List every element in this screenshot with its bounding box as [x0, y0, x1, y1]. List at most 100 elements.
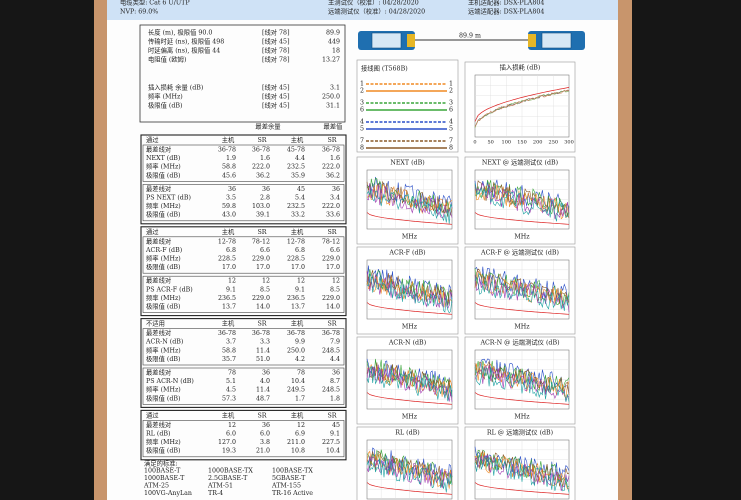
pin-left: 8	[360, 145, 364, 152]
x-axis-label: MHz	[402, 324, 418, 331]
table-cell: 222.0	[322, 164, 340, 171]
table-cell: 229.0	[322, 256, 340, 263]
pin-right: 5	[449, 126, 453, 133]
table-cell: 频率 (MHz)	[146, 385, 181, 394]
table-cell: 36-78	[252, 147, 270, 154]
table-cell: 45.6	[222, 172, 236, 179]
table-cell: 229.0	[252, 295, 270, 302]
table-cell: ACR-F (dB)	[145, 247, 182, 254]
table-cell: 14.0	[256, 304, 270, 311]
table-cell: 36	[262, 370, 270, 377]
table-cell: 9.1	[330, 431, 340, 438]
table-cell: 8.5	[330, 286, 340, 293]
x-tick-label: 150	[517, 140, 527, 146]
table-cell: 4.2	[295, 356, 305, 363]
trace	[474, 183, 570, 222]
table-cell: 12	[297, 422, 305, 429]
summary-pair: [线对 45]	[262, 101, 290, 110]
standard: 100BASE-TX	[272, 468, 313, 475]
wiremap-box	[356, 59, 459, 153]
trace	[366, 450, 453, 488]
x-axis-label: MHz	[514, 324, 530, 331]
table-cell: 17.0	[326, 264, 340, 271]
standard: ATM-51	[207, 483, 233, 490]
trace	[366, 449, 453, 485]
table-cell: 频率 (MHz)	[146, 345, 181, 354]
table-cell: 222.0	[322, 203, 340, 210]
table-header: SR	[257, 137, 266, 144]
trace	[366, 358, 453, 396]
table-cell: 1.6	[260, 155, 270, 162]
limit-line	[366, 212, 453, 225]
table-cell: 3.8	[260, 439, 270, 446]
table-header: 主机	[291, 135, 304, 144]
table-cell: 228.5	[287, 256, 305, 263]
trace	[366, 189, 453, 224]
chart-title: RL @ 远端测试仪 (dB)	[487, 428, 553, 437]
header-field: 主测试仪（校准）: 04/28/2020	[328, 0, 419, 7]
standard: 1000BASE-T	[144, 475, 185, 482]
trace	[474, 182, 570, 219]
margin-header: 最差余量	[255, 122, 281, 131]
table-cell: 最差线对	[146, 184, 172, 193]
table-group	[142, 184, 345, 222]
table-cell: 78-12	[322, 238, 340, 245]
trace	[366, 184, 453, 214]
table-cell: 9.1	[226, 286, 236, 293]
table-cell: 4.0	[260, 378, 270, 385]
table-cell: 8.7	[330, 378, 340, 385]
trace	[366, 270, 453, 308]
x-tick-label: 200	[533, 140, 543, 146]
summary-label: 极限值 (dB)	[148, 101, 182, 110]
trace	[366, 366, 453, 402]
table-cell: ACR-N (dB)	[145, 339, 183, 346]
limit-line	[474, 482, 570, 495]
table-cell: 最差线对	[146, 420, 172, 429]
pin-right: 2	[449, 88, 453, 95]
limit-line	[474, 87, 570, 122]
table-cell: 229.0	[252, 256, 270, 263]
trace	[474, 89, 570, 127]
chart-title: RL (dB)	[395, 430, 420, 437]
table-cell: 58.8	[222, 164, 236, 171]
standards-title: 满足的标准:	[144, 459, 178, 468]
trace	[474, 274, 570, 313]
x-tick-label: 250	[549, 140, 559, 146]
table-cell: 103.0	[252, 203, 270, 210]
table-cell: 频率 (MHz)	[146, 162, 181, 171]
table-cell: 48.7	[256, 395, 270, 402]
table-cell: 36-78	[322, 330, 340, 337]
table-cell: 36-78	[218, 330, 236, 337]
table-box	[140, 134, 347, 225]
table-cell: 6.6	[330, 247, 340, 254]
chart-title: ACR-F @ 远端测试仪 (dB)	[480, 248, 559, 257]
table-cell: 极限值 (dB)	[146, 393, 180, 402]
table-cell: 3.7	[226, 339, 236, 346]
trace	[474, 454, 570, 491]
tester-body	[541, 32, 572, 49]
table-box	[140, 409, 347, 461]
pin-right: 1	[449, 81, 453, 88]
table-header: 主机	[291, 410, 304, 419]
trace	[474, 363, 570, 399]
table-cell: 248.5	[322, 347, 340, 354]
tester-tip	[407, 34, 415, 47]
standard: 100BASE-T	[144, 468, 181, 475]
x-axis-label: MHz	[514, 234, 530, 241]
summary-pair: [线对 45]	[262, 37, 290, 46]
table-box	[140, 318, 347, 408]
table-cell: 232.5	[287, 203, 305, 210]
table-cell: 最差线对	[146, 276, 172, 285]
table-header: SR	[327, 321, 336, 328]
pin-right: 7	[449, 138, 453, 145]
trace	[474, 454, 570, 493]
table-cell: 248.5	[322, 387, 340, 394]
table-cell: 36	[262, 186, 270, 193]
table-cell: 4.5	[226, 387, 236, 394]
summary-label: 传输时延 (ns), 极限值 498	[148, 37, 224, 46]
table-cell: 250.0	[287, 347, 305, 354]
summary-pair: [线对 45]	[262, 92, 290, 101]
summary-pair: [线对 78]	[262, 28, 290, 37]
table-cell: 6.8	[295, 247, 305, 254]
table-cell: 232.5	[287, 164, 305, 171]
